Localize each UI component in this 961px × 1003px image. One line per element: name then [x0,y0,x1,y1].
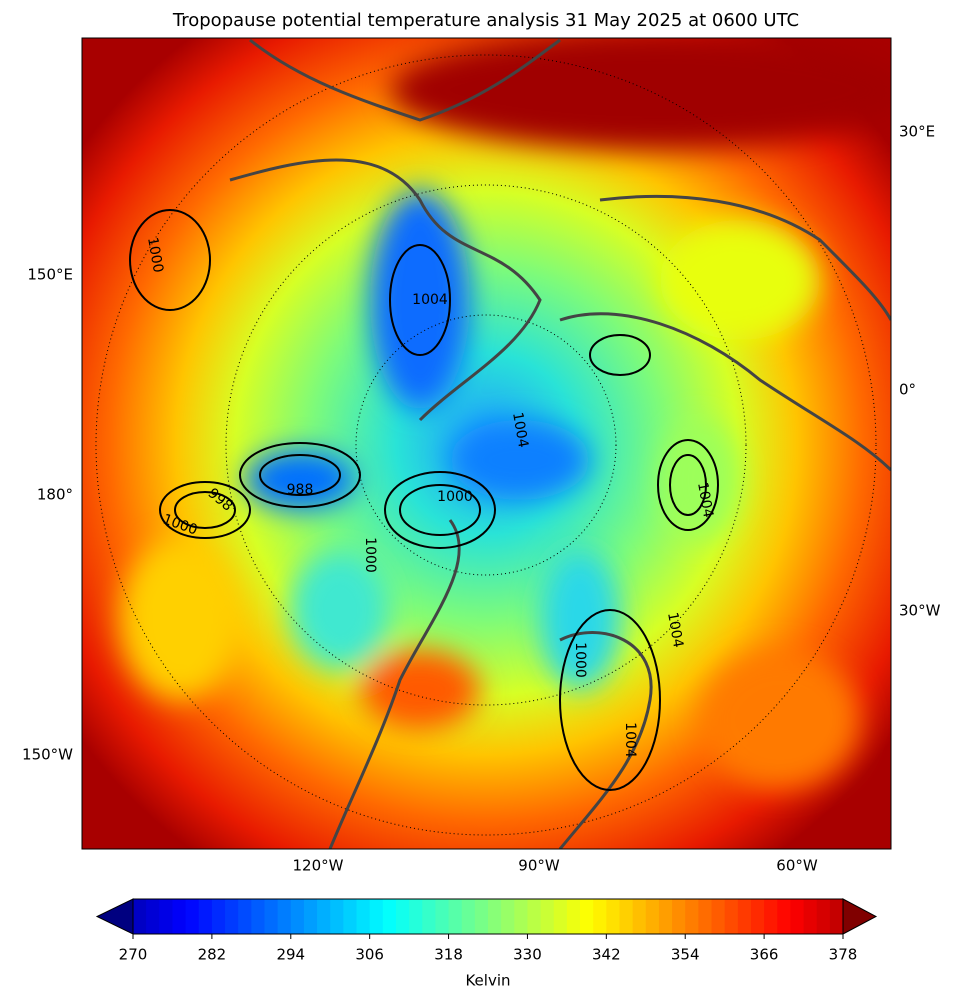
colorbar-segment [672,899,686,934]
colorbar-segment [829,899,844,934]
colorbar-segment [185,899,200,934]
colorbar-label: Kelvin [465,972,510,990]
colorbar-tick-label: 330 [513,946,542,964]
parallel [95,54,877,836]
colorbar-segment [764,899,778,934]
colorbar-segment [343,899,358,934]
colorbar-segment [737,899,752,934]
colorbar-segment [225,899,239,934]
colorbar-segment [251,899,265,934]
colorbar-segment [724,899,739,934]
contour-label: 1000 [572,642,588,678]
colorbar-segment [461,899,476,934]
pressure-contours [129,209,719,791]
colorbar-segment [488,899,502,934]
contour-label: 988 [287,482,314,498]
colorbar-segment [711,899,726,934]
colorbar-segment [593,899,607,934]
colorbar-segment [159,899,173,934]
contour-label: 1004 [664,611,686,649]
lon-label: 180° [37,486,73,504]
field-blobs [120,38,891,790]
colorbar-segment [277,899,292,934]
colorbar-segment [382,899,397,934]
colorbar-segment [264,899,279,934]
colorbar-tick-label: 378 [829,946,858,964]
lon-label: 150°E [27,266,73,284]
contour-label: 1004 [509,411,531,449]
contour-label: 1004 [694,481,716,519]
colorbar-tick-label: 270 [119,946,148,964]
lon-label: 30°W [899,602,941,620]
lon-label: 90°W [518,857,560,875]
parallel [225,184,747,706]
colorbar-segment [658,899,673,934]
colorbar-segment [816,899,831,934]
colorbar-segment [685,899,699,934]
colorbar-segment [133,899,147,934]
colorbar-segment [172,899,187,934]
colorbar-segment [527,899,542,934]
colorbar-tick-label: 354 [671,946,700,964]
colorbar-tick-label: 294 [276,946,305,964]
colorbar-segment [698,899,713,934]
colorbar-segment [606,899,620,934]
colorbar-segment [317,899,331,934]
colorbar-segment [211,899,226,934]
colorbar-segment [645,899,660,934]
colorbar-segment [435,899,450,934]
colorbar-segment [356,899,371,934]
colorbar-segment [501,899,515,934]
lon-label: 60°W [776,857,818,875]
colorbar-segment [290,899,305,934]
contour-label: 1000 [144,236,166,274]
colorbar-extend-low [95,898,134,935]
colorbar-segment [553,899,568,934]
colorbar-segment [777,899,791,934]
colorbar-segment [514,899,528,934]
colorbar-segment [790,899,805,934]
contour-label: 1004 [622,722,638,758]
colorbar-frame [132,898,844,935]
colorbar-tick-label: 318 [434,946,463,964]
colorbar-tick-label: 282 [198,946,227,964]
colorbar-segment [540,899,555,934]
lon-label: 30°E [899,123,935,141]
colorbar-segment [803,899,818,934]
colorbar-segment [448,899,463,934]
colorbar-segment [566,899,581,934]
colorbar-segment [422,899,436,934]
colorbar-segment [303,899,318,934]
colorbar-extend-high [842,898,878,935]
colorbar-tick-label: 342 [592,946,621,964]
colorbar-segment [750,899,765,934]
colorbar-segment [146,899,160,934]
contour-label: 1004 [412,292,448,308]
colorbar-segment [198,899,213,934]
colorbar-segment [330,899,344,934]
colorbar-segment [238,899,252,934]
colorbar-segment [619,899,634,934]
colorbar-segment [632,899,647,934]
colorbar-segment [474,899,489,934]
colorbar-segment [580,899,594,934]
colorbar-segment [369,899,384,934]
lon-label: 150°W [22,746,73,764]
colorbar-segment [409,899,423,934]
colorbar-tick-label: 366 [750,946,779,964]
lon-label: 120°W [293,857,344,875]
colorbar-segment [395,899,410,934]
coastlines [229,38,891,849]
lon-label: 0° [899,381,916,399]
contour-label: 1000 [437,489,473,505]
map-frame [81,37,892,850]
contour-label: 1000 [362,537,378,573]
parallel [355,314,617,576]
title: Tropopause potential temperature analysi… [172,10,799,31]
colorbar-tick-label: 306 [355,946,384,964]
